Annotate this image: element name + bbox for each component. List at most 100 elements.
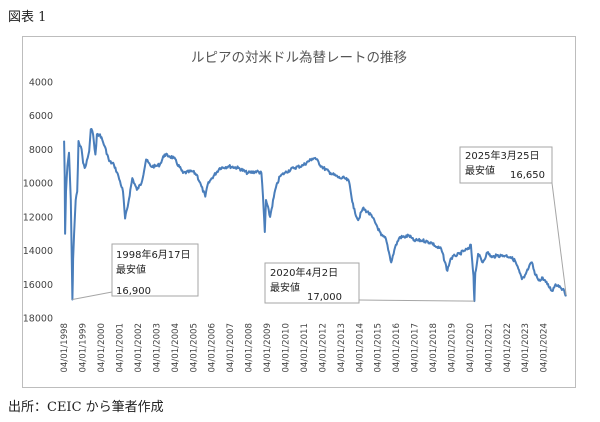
data-point — [459, 253, 461, 255]
data-point — [539, 280, 541, 282]
data-point — [237, 167, 239, 169]
data-point — [436, 246, 438, 248]
data-point — [73, 233, 75, 235]
data-point — [348, 180, 350, 183]
annotation-caption: 最安値 — [116, 263, 146, 276]
data-point — [72, 258, 74, 260]
y-tick-label: 12000 — [23, 212, 53, 223]
y-tick-label: 18000 — [23, 314, 53, 325]
data-point — [366, 211, 368, 213]
data-point — [117, 175, 120, 177]
data-point — [131, 177, 133, 179]
x-tick-label: 04/01/2022 — [503, 323, 513, 373]
data-point — [173, 157, 175, 159]
data-point — [96, 133, 98, 135]
data-point — [274, 189, 276, 191]
data-point — [523, 276, 525, 279]
x-tick-label: 04/01/1998 — [60, 323, 70, 373]
x-tick-label: 04/01/2010 — [281, 323, 291, 373]
annotation-value: 16,650 — [510, 170, 545, 181]
data-point — [474, 271, 476, 274]
data-point — [145, 158, 147, 161]
annotation-leader — [72, 291, 113, 300]
data-point — [97, 135, 100, 137]
data-point — [403, 236, 405, 238]
data-point — [380, 234, 382, 236]
data-point — [260, 172, 262, 174]
data-point — [113, 164, 115, 166]
data-point — [219, 167, 221, 169]
data-point — [108, 160, 110, 162]
annotation-leader — [358, 299, 475, 302]
data-point — [93, 140, 95, 142]
x-tick-label: 04/01/2014 — [355, 323, 365, 373]
annotation-date: 2020年4月2日 — [270, 266, 338, 279]
y-tick-label: 10000 — [23, 179, 53, 190]
data-point — [207, 184, 209, 186]
data-point — [311, 158, 313, 160]
data-point — [521, 278, 523, 280]
data-point — [136, 189, 138, 191]
y-axis: 4000 6000 8000 10000 12000 14000 16000 18000 — [23, 78, 53, 325]
data-point — [150, 165, 152, 167]
data-point — [500, 255, 502, 257]
data-point — [399, 236, 401, 238]
data-point — [76, 191, 78, 193]
annotation-value: 17,000 — [307, 292, 342, 303]
data-point — [124, 217, 126, 220]
data-point — [413, 239, 415, 242]
data-point — [200, 185, 203, 188]
data-point — [408, 234, 410, 236]
x-tick-label: 04/01/2003 — [152, 323, 162, 373]
data-point — [228, 165, 230, 167]
data-point — [87, 157, 89, 159]
x-axis: 04/01/1998 04/01/1999 04/01/2000 04/01/2001… — [60, 323, 550, 373]
data-point — [482, 261, 484, 263]
data-point — [534, 273, 536, 275]
data-point — [531, 261, 533, 263]
data-point — [68, 152, 70, 154]
annotation-caption: 最安値 — [465, 164, 495, 177]
data-point — [491, 256, 493, 258]
data-point — [330, 172, 332, 174]
data-point — [85, 164, 87, 166]
data-point — [376, 224, 378, 226]
x-tick-label: 04/01/1999 — [79, 323, 89, 373]
y-tick-label: 8000 — [29, 145, 53, 156]
data-point — [159, 164, 161, 166]
x-tick-label: 04/01/2009 — [263, 323, 273, 373]
data-point — [422, 239, 424, 242]
data-point — [371, 216, 373, 218]
x-tick-label: 04/01/2006 — [208, 323, 218, 373]
data-point — [283, 172, 286, 174]
y-tick-label: 14000 — [23, 246, 53, 257]
data-point — [64, 174, 66, 176]
data-point — [353, 207, 355, 209]
data-point — [528, 266, 530, 268]
x-tick-label: 04/01/2012 — [318, 323, 328, 373]
data-point — [64, 233, 66, 235]
data-point — [256, 170, 258, 172]
data-point — [191, 170, 193, 172]
data-point — [182, 172, 184, 174]
data-point — [91, 130, 93, 132]
data-point — [262, 196, 264, 198]
data-point — [104, 145, 106, 147]
data-point — [431, 242, 433, 244]
source-note: 出所：CEIC から筆者作成 — [8, 400, 164, 415]
data-point — [293, 167, 295, 169]
x-tick-label: 04/01/2024 — [540, 323, 550, 373]
data-point — [79, 145, 81, 147]
annotation-date: 2025年3月25日 — [465, 149, 540, 162]
y-tick-label: 16000 — [23, 280, 53, 291]
data-point — [551, 290, 553, 292]
data-point — [196, 174, 198, 176]
x-tick-label: 04/01/2007 — [226, 323, 236, 373]
data-point — [514, 260, 516, 262]
data-point — [449, 258, 452, 260]
x-tick-label: 04/01/2001 — [115, 323, 125, 373]
data-point — [546, 283, 548, 285]
